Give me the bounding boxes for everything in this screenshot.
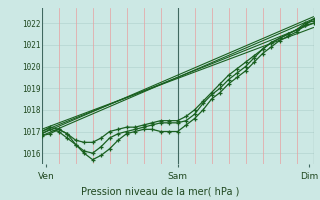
Text: Pression niveau de la mer( hPa ): Pression niveau de la mer( hPa ) [81, 186, 239, 196]
